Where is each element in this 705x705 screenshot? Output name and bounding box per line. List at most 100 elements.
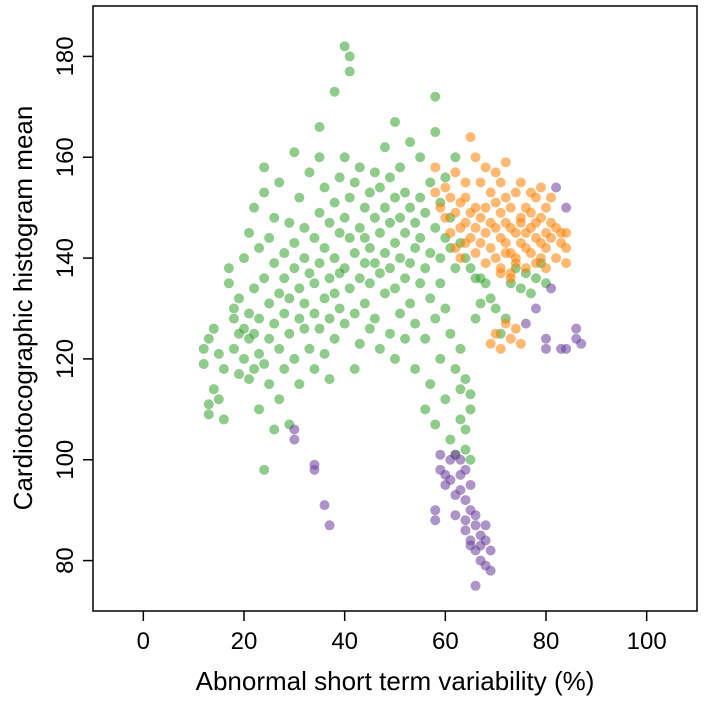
x-tick-label: 40: [331, 628, 358, 655]
data-point: [244, 374, 255, 385]
data-point: [460, 424, 471, 435]
data-point: [480, 202, 491, 213]
data-point: [450, 510, 461, 521]
data-point: [384, 263, 395, 274]
data-point: [264, 298, 275, 309]
data-point: [203, 409, 214, 420]
data-point: [269, 318, 280, 329]
data-point: [410, 318, 421, 329]
data-point: [495, 268, 506, 279]
data-point: [430, 187, 441, 198]
data-point: [500, 157, 511, 168]
data-point: [465, 404, 476, 415]
data-point: [561, 202, 572, 213]
data-point: [530, 303, 541, 314]
x-tick-label: 60: [432, 628, 459, 655]
data-point: [354, 338, 365, 349]
data-point: [445, 328, 456, 339]
data-point: [369, 167, 380, 178]
data-point: [264, 333, 275, 344]
data-point: [470, 580, 481, 591]
data-point: [515, 338, 526, 349]
data-point: [344, 66, 355, 77]
data-point: [359, 232, 370, 243]
data-point: [314, 258, 325, 269]
x-axis: 0 20 40 60 80 100: [137, 611, 667, 655]
data-point: [304, 343, 315, 354]
data-point: [314, 122, 325, 132]
data-point: [435, 449, 446, 460]
data-point: [465, 132, 476, 143]
data-point: [299, 222, 310, 233]
data-point: [576, 338, 587, 349]
data-point: [490, 303, 501, 314]
data-point: [239, 253, 249, 264]
data-point: [505, 333, 516, 344]
data-point: [264, 379, 275, 390]
data-point: [400, 273, 411, 284]
data-point: [420, 263, 431, 274]
data-point: [470, 248, 481, 259]
data-point: [420, 404, 431, 415]
data-point: [395, 162, 406, 173]
data-point: [379, 288, 390, 299]
data-point: [379, 202, 390, 213]
data-point: [284, 293, 295, 304]
data-point: [259, 464, 270, 475]
data-point: [430, 505, 441, 516]
data-point: [480, 258, 491, 269]
data-point: [470, 510, 481, 521]
data-point: [349, 177, 360, 188]
data-point: [561, 258, 572, 269]
data-point: [279, 364, 290, 374]
data-point: [535, 212, 546, 223]
data-point: [218, 414, 229, 425]
data-point: [435, 253, 446, 264]
data-point: [425, 293, 436, 304]
data-point: [354, 222, 365, 233]
data-point: [460, 444, 471, 455]
data-point: [294, 283, 305, 294]
data-point: [309, 232, 320, 243]
data-point: [425, 248, 436, 259]
data-point: [390, 283, 400, 294]
y-tick-label: 180: [52, 36, 79, 76]
data-point: [435, 278, 446, 289]
data-point: [470, 313, 481, 324]
data-point: [475, 212, 486, 223]
data-point: [405, 202, 416, 213]
data-point: [299, 253, 310, 264]
data-point: [239, 323, 249, 334]
data-point: [505, 273, 516, 284]
data-point: [561, 243, 572, 253]
data-point: [384, 217, 395, 228]
data-point: [319, 348, 330, 359]
data-point: [364, 187, 375, 198]
data-point: [400, 227, 411, 238]
data-point: [435, 353, 446, 364]
data-point: [475, 237, 486, 248]
data-point: [470, 520, 481, 531]
data-point: [546, 232, 557, 243]
data-point: [571, 323, 582, 334]
data-point: [465, 454, 476, 465]
data-point: [289, 263, 300, 274]
data-point: [254, 313, 265, 324]
data-point: [490, 222, 501, 233]
data-point: [450, 152, 461, 163]
data-point: [415, 278, 426, 289]
data-point: [329, 197, 340, 208]
data-point: [269, 258, 280, 269]
data-point: [430, 313, 441, 324]
data-point: [390, 116, 400, 127]
data-point: [369, 212, 380, 223]
data-point: [228, 343, 239, 354]
data-point: [319, 243, 330, 253]
data-point: [470, 222, 481, 233]
data-point: [430, 162, 441, 173]
data-point: [430, 127, 441, 138]
data-point: [455, 485, 466, 495]
data-point: [465, 389, 476, 400]
data-point: [294, 379, 305, 390]
